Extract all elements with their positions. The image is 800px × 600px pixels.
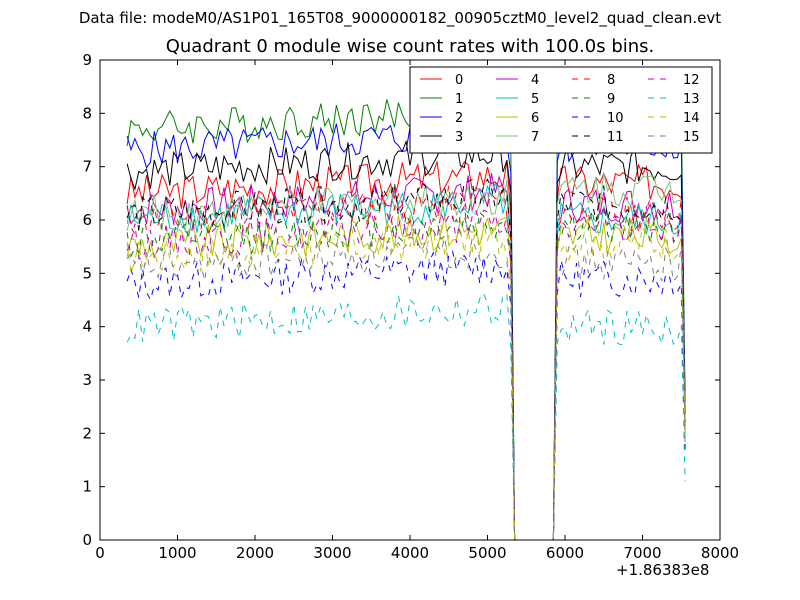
y-tick-label: 1 — [82, 478, 92, 496]
x-tick-label: 3000 — [313, 544, 351, 562]
series-line-11 — [126, 178, 686, 541]
series-line-7 — [126, 173, 686, 541]
series-line-9 — [126, 207, 686, 541]
legend-label-9: 9 — [607, 92, 615, 107]
legend-label-1: 1 — [455, 92, 463, 107]
x-tick-label: 8000 — [701, 544, 739, 562]
y-tick-label: 2 — [82, 424, 92, 442]
chart-lines — [126, 93, 686, 541]
y-tick-label: 6 — [82, 211, 92, 229]
y-tick-label: 7 — [82, 158, 92, 176]
y-tick-label: 4 — [82, 318, 92, 336]
y-tick-label: 9 — [82, 51, 92, 69]
legend-label-8: 8 — [607, 73, 615, 88]
x-tick-label: 4000 — [391, 544, 429, 562]
x-tick-label: 7000 — [623, 544, 661, 562]
figure-suptitle: Data file: modeM0/AS1P01_165T08_90000001… — [78, 9, 722, 27]
series-line-4 — [126, 173, 686, 541]
series-line-0 — [126, 161, 686, 541]
legend-label-2: 2 — [455, 111, 463, 126]
series-line-13 — [126, 292, 686, 541]
legend-label-11: 11 — [607, 130, 624, 145]
y-tick-label: 5 — [82, 264, 92, 282]
x-tick-label: 5000 — [468, 544, 506, 562]
y-tick-label: 3 — [82, 371, 92, 389]
series-line-12 — [126, 204, 686, 541]
legend-box — [409, 66, 713, 154]
series-line-15 — [126, 236, 686, 541]
legend-label-10: 10 — [607, 111, 624, 126]
legend-label-4: 4 — [531, 73, 539, 88]
x-tick-label: 0 — [95, 544, 105, 562]
legend-label-0: 0 — [455, 73, 463, 88]
series-line-8 — [126, 185, 686, 541]
x-axis-offset-label: +1.86383e8 — [616, 561, 710, 579]
series-line-14 — [126, 221, 686, 541]
y-tick-label: 8 — [82, 104, 92, 122]
legend-label-12: 12 — [683, 73, 700, 88]
x-tick-label: 2000 — [236, 544, 274, 562]
series-line-1 — [126, 93, 686, 541]
x-tick-label: 6000 — [546, 544, 584, 562]
x-tick-label: 1000 — [158, 544, 196, 562]
chart-title: Quadrant 0 module wise count rates with … — [165, 36, 655, 57]
legend-label-13: 13 — [683, 92, 700, 107]
series-line-10 — [126, 250, 686, 541]
legend-label-14: 14 — [683, 111, 700, 126]
legend-label-5: 5 — [531, 92, 539, 107]
legend-label-7: 7 — [531, 130, 539, 145]
series-line-3 — [126, 136, 686, 541]
y-tick-label: 0 — [82, 531, 92, 549]
legend-label-15: 15 — [683, 130, 700, 145]
legend-label-6: 6 — [531, 111, 539, 126]
legend-label-3: 3 — [455, 130, 463, 145]
series-line-6 — [126, 215, 686, 541]
axis-ticks: 0 1000 2000 3000 4000 5000 6000 7000 80000123456… — [82, 51, 739, 562]
